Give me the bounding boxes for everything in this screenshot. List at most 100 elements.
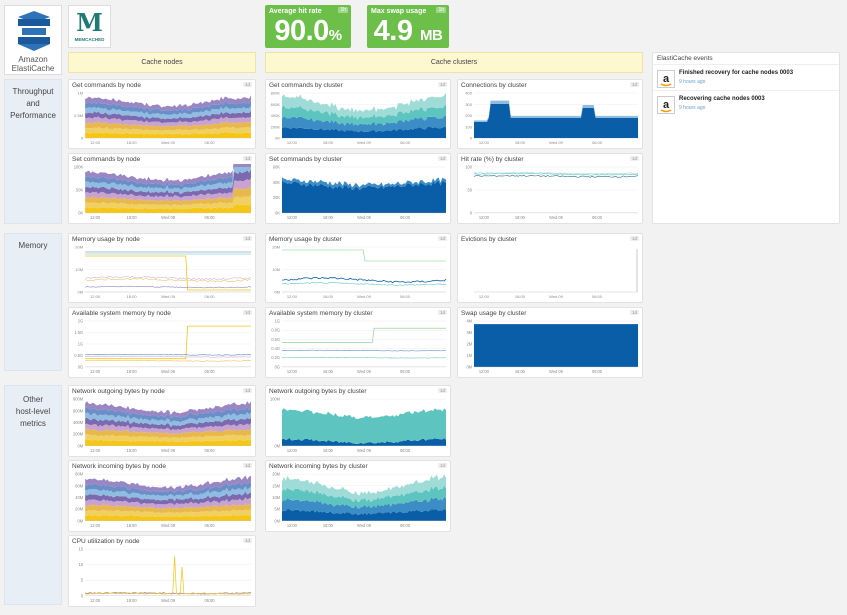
y-tick-label: 3M [466,330,472,335]
max-swap-value-wrap: 4.9 MB [367,15,449,48]
x-tick-label: 12:00 [287,523,298,528]
y-tick-label: 0 [81,136,84,141]
series-area [85,428,251,439]
y-tick-label: 40M [75,495,83,500]
x-tick-label: 18:00 [127,215,138,220]
series-area [85,406,251,423]
plot-area: 400 300 200 100 0 12:00 18:00 Wed 09 06:00 [460,90,640,146]
x-tick-label: 18:00 [515,215,526,220]
x-tick-label: 06:00 [204,140,215,145]
widget-title: Get commands by cluster [269,82,343,89]
series-area [282,126,446,138]
x-tick-label: Wed 09 [357,369,371,374]
x-tick-label: Wed 09 [161,448,176,453]
series-area [85,116,251,127]
memcached-letter: M [76,8,103,37]
widget-network-incoming-by-node[interactable]: Network incoming bytes by node 1d 80M 60M 40… [68,460,256,532]
widget-available-memory-by-node[interactable]: Available system memory by node 1d 2G 1.5G 1… [68,307,256,378]
event-item[interactable]: a Finished recovery for cache nodes 0003… [653,64,839,91]
plot-svg: 400 300 200 100 0 12:00 18:00 Wed 09 06:00 [465,91,638,145]
widget-network-outgoing-by-cluster[interactable]: Network outgoing bytes by cluster 1d 100M 0… [265,385,451,457]
series-area [474,100,638,122]
series-area [282,408,446,444]
memcached-text: MEMCACHED [74,37,105,42]
x-tick-label: 12:00 [479,369,490,374]
x-tick-label: Wed 09 [357,448,371,453]
y-tick-label: 0G [275,364,280,369]
widget-evictions-by-cluster[interactable]: Evictions by cluster 1d 12:00 18:00 Wed 09 06… [457,233,643,303]
plot-area: 2G 1.5G 1G 0.5G 0G 12:00 18:00 Wed 09 06:00 [71,318,253,375]
widget-network-incoming-by-cluster[interactable]: Network incoming bytes by cluster 1d 20M 15… [265,460,451,532]
series-area [85,481,251,497]
widget-hit-rate-by-cluster[interactable]: Hit rate (%) by cluster 1d 100 50 0 12:00 18:0… [457,153,643,224]
widget-set-commands-by-cluster[interactable]: Set commands by cluster 1d 60K 40K 20K 0K 12:0… [265,153,451,224]
x-tick-label: 18:00 [515,369,526,374]
y-tick-label: 0 [470,136,473,141]
widget-available-memory-by-cluster[interactable]: Available system memory by cluster 1d 1G 0.… [265,307,451,378]
x-tick-label: 18:00 [323,294,334,299]
plot-svg: 800M 600M 400M 200M 0M 12:00 18:00 Wed 09 06:00 [73,397,251,453]
series-area [474,324,638,367]
elasticache-line2: ElastiCache [11,64,55,73]
series-area [85,169,251,198]
x-tick-label: 18:00 [323,140,334,145]
x-tick-label: 06:00 [592,294,603,299]
series-area [85,486,251,502]
series-area [85,514,251,521]
widget-get-commands-by-cluster[interactable]: Get commands by cluster 1d 800K 600K 400K 200… [265,79,451,149]
series-area [85,475,251,493]
plot-svg: 20M 15M 10M 5M 0M 12:00 18:00 Wed 09 06:00 [272,472,446,528]
row-label-throughput: Throughput and Performance [4,79,62,224]
max-swap-widget[interactable]: Max swap usage 1h 4.9 MB [367,5,449,48]
x-tick-label: 12:00 [90,140,101,145]
timeframe-tag: 1d [437,236,447,241]
plot-svg: 20M 10M 0M 12:00 18:00 Wed 09 06:00 [272,245,447,299]
x-tick-label: Wed 09 [161,369,176,374]
widget-title: Available system memory by cluster [269,310,373,317]
plot-area: 12:00 18:00 Wed 09 06:00 [460,244,640,300]
series-area [85,126,251,135]
x-tick-label: Wed 09 [549,215,563,220]
widget-network-outgoing-by-node[interactable]: Network outgoing bytes by node 1d 800M 600M… [68,385,256,457]
timeframe-tag: 1d [437,156,447,161]
avg-hit-rate-widget[interactable]: Average hit rate 1h 90.0% [265,5,351,48]
widget-cpu-utilization-by-node[interactable]: CPU utilization by node 1d 15 10 5 0 12:00 18:0… [68,535,256,607]
series-area [85,423,251,435]
row-label-throughput-line3: Performance [10,111,56,120]
row-label-other-line1: Other [22,395,43,404]
widget-connections-by-cluster[interactable]: Connections by cluster 1d 400 300 200 100 0 12:… [457,79,643,149]
widget-set-commands-by-node[interactable]: Set commands by node 1d 100K 50K 0K 12:00 18:0… [68,153,256,224]
y-tick-label: 100 [465,165,472,170]
y-tick-label: 10M [272,495,280,500]
event-item[interactable]: a Recovering cache nodes 0003 9 hours ag… [653,90,839,117]
widget-title: Network outgoing bytes by cluster [269,388,367,395]
plot-area: 100M 0M 12:00 18:00 Wed 09 06:00 [268,396,448,454]
x-tick-label: 06:00 [400,523,411,528]
y-tick-label: 0G [78,364,83,369]
x-tick-label: 12:00 [287,448,298,453]
x-tick-label: 06:00 [204,448,215,453]
plot-area: 15 10 5 0 12:00 18:00 Wed 09 06:00 [71,546,253,604]
widget-memory-usage-by-node[interactable]: Memory usage by node 1d 20M 10M 0M 12:00 18:00… [68,233,256,303]
y-tick-label: 0M [78,443,84,448]
widget-title: Connections by cluster [461,82,527,89]
plot-svg: 1M 0.5M 0 12:00 18:00 Wed 09 06:00 [74,91,251,145]
widget-title: Set commands by node [72,156,141,163]
widget-get-commands-by-node[interactable]: Get commands by node 1d 1M 0.5M 0 12:00 18:00 W… [68,79,256,149]
series-area [85,186,251,206]
plot-area: 20M 15M 10M 5M 0M 12:00 18:00 Wed 09 06:00 [268,471,448,529]
elasticache-logo: Amazon ElastiCache [4,5,62,75]
event-text: Finished recovery for cache nodes 0003 [679,70,794,76]
plot-area: 20M 10M 0M 12:00 18:00 Wed 09 06:00 [268,244,448,300]
y-tick-label: 400K [271,113,281,118]
widget-memory-usage-by-cluster[interactable]: Memory usage by cluster 1d 20M 10M 0M 12:00 18… [265,233,451,303]
event-text: Recovering cache nodes 0003 [679,96,765,102]
svg-text:a: a [663,99,670,111]
y-tick-label: 60K [273,165,280,170]
series-area [85,417,251,431]
widget-swap-usage-by-cluster[interactable]: Swap usage by cluster 1d 4M 3M 2M 1M 0M 12:00 18… [457,307,643,378]
series-area [85,132,251,138]
series-area [85,167,251,195]
widget-title: CPU utilization by node [72,538,140,545]
series-area [85,491,251,506]
